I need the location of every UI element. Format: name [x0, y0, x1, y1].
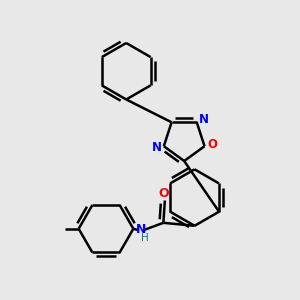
Text: N: N: [199, 113, 209, 126]
Text: N: N: [136, 223, 146, 236]
Text: O: O: [158, 188, 169, 200]
Text: O: O: [208, 138, 218, 151]
Text: H: H: [141, 233, 148, 243]
Text: N: N: [152, 141, 161, 154]
